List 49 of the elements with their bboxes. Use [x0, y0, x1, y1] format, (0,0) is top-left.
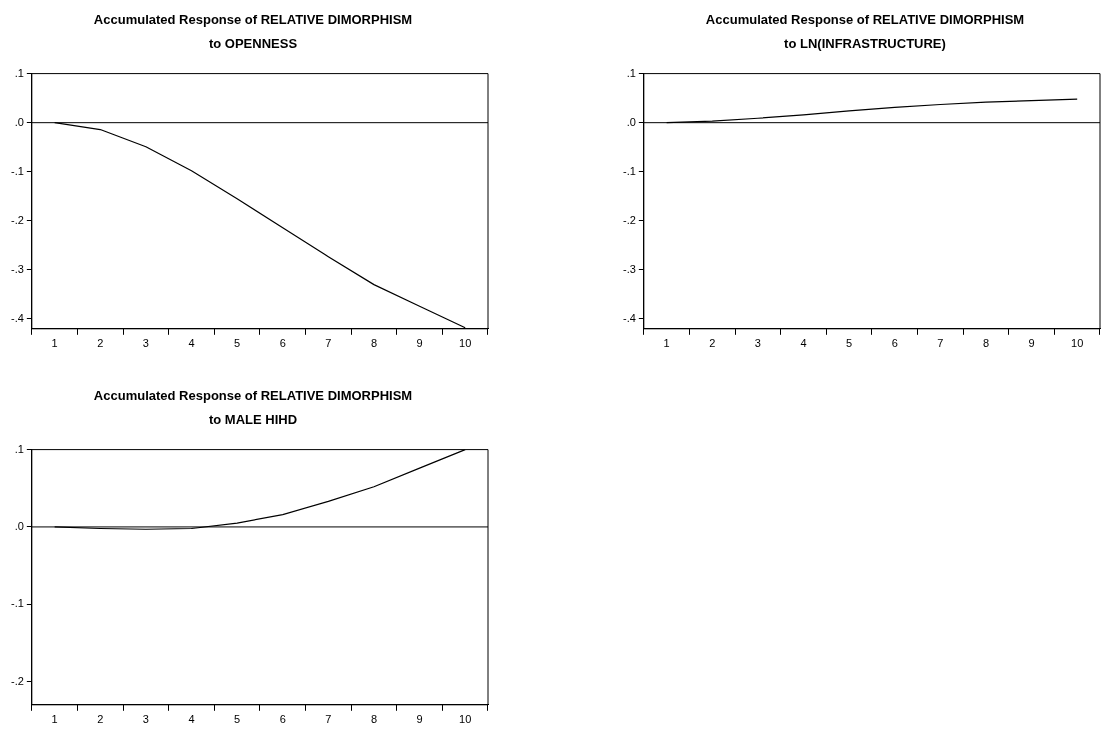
x-tick-label: 6	[891, 337, 898, 350]
x-tick-label: 3	[142, 713, 149, 726]
y-tick-label: -.1	[10, 164, 24, 177]
y-tick-label: -.2	[10, 213, 24, 226]
x-tick-label: 8	[370, 713, 378, 726]
x-tick-label: 5	[234, 337, 241, 350]
chart-title: Accumulated Response of RELATIVE DIMORPHISM to LN(INFRASTRUCTURE)	[704, 11, 1026, 53]
y-tick-label: -.1	[10, 597, 24, 610]
x-tick-label: 4	[188, 337, 195, 350]
y-tick-label: -.3	[10, 262, 24, 275]
x-tick-label: 10	[459, 713, 472, 726]
y-tick-label: .1	[14, 66, 24, 79]
y-tick-label: .1	[626, 66, 636, 79]
x-tick-label: 7	[325, 713, 332, 726]
x-tick-label: 3	[754, 337, 761, 350]
x-tick-label: 10	[459, 337, 472, 350]
x-tick-label: 7	[325, 337, 332, 350]
y-tick-label: .1	[14, 442, 24, 455]
y-tick-label: -.1	[622, 164, 636, 177]
x-tick-label: 2	[97, 713, 104, 726]
y-tick-label: .0	[14, 519, 24, 532]
x-tick-label: 9	[1028, 337, 1035, 350]
x-tick-label: 6	[279, 713, 286, 726]
x-tick-label: 9	[416, 713, 423, 726]
y-tick-label: -.2	[622, 213, 636, 226]
x-tick-label: 5	[846, 337, 853, 350]
x-tick-label: 2	[97, 337, 104, 350]
chart-title: Accumulated Response of RELATIVE DIMORPHISM to MALE HIHD	[92, 387, 414, 429]
x-tick-label: 8	[982, 337, 990, 350]
x-tick-label: 5	[234, 713, 241, 726]
y-tick-label: -.4	[622, 312, 636, 325]
x-tick-label: 1	[663, 337, 670, 350]
x-tick-label: 4	[800, 337, 807, 350]
x-tick-label: 6	[279, 337, 286, 350]
x-tick-label: 9	[416, 337, 423, 350]
x-tick-label: 2	[709, 337, 716, 350]
x-tick-label: 10	[1071, 337, 1084, 350]
x-tick-label: 7	[937, 337, 944, 350]
x-tick-label: 3	[142, 337, 149, 350]
x-tick-label: 4	[188, 713, 195, 726]
x-tick-label: 1	[51, 337, 58, 350]
x-tick-label: 1	[51, 713, 58, 726]
chart-title: Accumulated Response of RELATIVE DIMORPHISM to OPENNESS	[92, 11, 414, 53]
x-tick-label: 8	[370, 337, 378, 350]
y-tick-label: .0	[626, 115, 636, 128]
y-tick-label: .0	[14, 115, 24, 128]
y-tick-label: -.3	[622, 262, 636, 275]
y-tick-label: -.2	[10, 674, 24, 687]
y-tick-label: -.4	[10, 312, 24, 325]
